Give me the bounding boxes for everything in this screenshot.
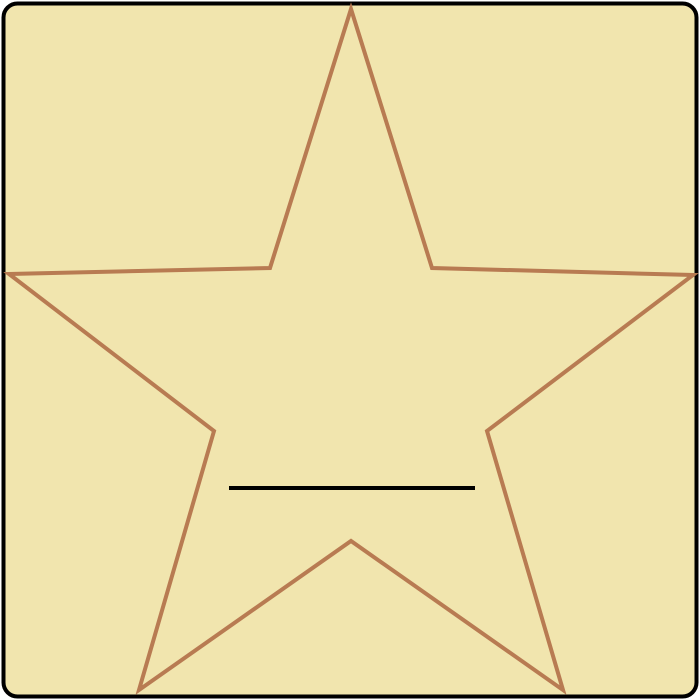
star-icon: [3, 2, 699, 695]
